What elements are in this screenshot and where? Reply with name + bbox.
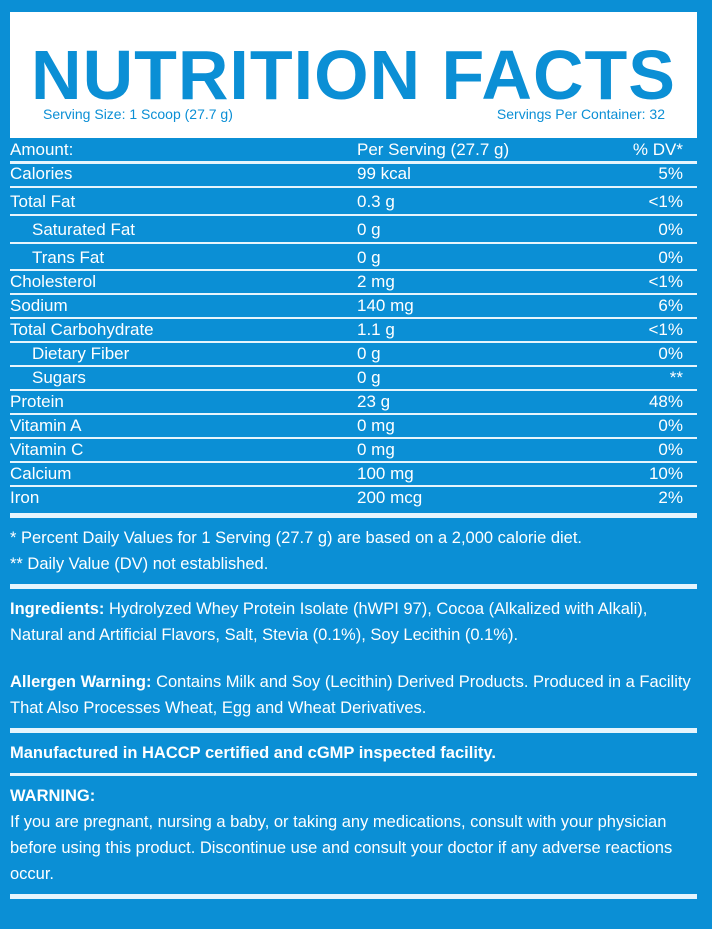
table-row: Calories 99 kcal 5% <box>10 162 697 186</box>
row-divider <box>10 317 697 319</box>
nutrient-name: Vitamin A <box>10 416 82 435</box>
table-row: Total Fat 0.3 g <1% <box>10 190 697 214</box>
nutrient-amount: 1.1 g <box>357 320 395 339</box>
nutrient-amount: 0 g <box>357 248 381 267</box>
nutrient-dv: 5% <box>658 164 683 183</box>
nutrient-amount: 100 mg <box>357 464 414 483</box>
table-row: Trans Fat 0 g 0% <box>10 246 697 270</box>
nutrient-amount: 99 kcal <box>357 164 411 183</box>
allergen-warning: Allergen Warning: Contains Milk and Soy … <box>10 655 697 728</box>
nutrient-dv: 0% <box>658 344 683 363</box>
row-divider <box>10 485 697 487</box>
nutrient-dv: 0% <box>658 440 683 459</box>
nutrient-amount: 140 mg <box>357 296 414 315</box>
ingredients-text: Hydrolyzed Whey Protein Isolate (hWPI 97… <box>10 600 648 644</box>
nutrient-amount: 2 mg <box>357 272 395 291</box>
row-divider <box>10 341 697 343</box>
table-row: Sodium 140 mg 6% <box>10 294 697 318</box>
allergen-label: Allergen Warning: <box>10 673 152 691</box>
divider <box>10 894 697 899</box>
ingredients: Ingredients: Hydrolyzed Whey Protein Iso… <box>10 589 697 655</box>
column-header-dv: % DV* <box>632 140 683 159</box>
nutrient-name: Protein <box>10 392 64 411</box>
table-row: Iron 200 mcg 2% <box>10 486 697 510</box>
column-header-per-serving: Per Serving (27.7 g) <box>357 140 510 159</box>
nutrient-name: Vitamin C <box>10 440 84 459</box>
row-divider <box>10 269 697 271</box>
table-row: Calcium 100 mg 10% <box>10 462 697 486</box>
nutrient-name: Saturated Fat <box>32 220 136 239</box>
nutrient-name: Sugars <box>32 368 86 387</box>
nutrient-amount: 0 g <box>357 344 381 363</box>
nutrient-amount: 0 g <box>357 220 381 239</box>
nutrient-dv: 10% <box>648 464 683 483</box>
nutrient-amount: 0 mg <box>357 440 395 459</box>
table-row: Sugars 0 g ** <box>10 366 697 390</box>
table-row: Total Carbohydrate 1.1 g <1% <box>10 318 697 342</box>
nutrient-dv: <1% <box>648 192 684 211</box>
divider <box>10 513 697 518</box>
warning-text: If you are pregnant, nursing a baby, or … <box>10 813 673 883</box>
nutrient-dv: 0% <box>658 248 683 267</box>
table-header-row: Amount: Per Serving (27.7 g) % DV* <box>10 138 697 162</box>
nutrient-name: Dietary Fiber <box>32 344 130 363</box>
column-header-amount: Amount: <box>10 140 74 159</box>
nutrient-amount: 200 mcg <box>357 488 423 507</box>
nutrient-dv: 6% <box>658 296 683 315</box>
nutrient-amount: 0 mg <box>357 416 395 435</box>
nutrient-dv: <1% <box>648 320 684 339</box>
row-divider <box>10 365 697 367</box>
nutrient-dv: <1% <box>648 272 684 291</box>
divider <box>10 728 697 733</box>
row-divider <box>10 242 697 244</box>
nutrient-dv: ** <box>669 368 683 387</box>
header-box: NUTRITION FACTS Serving Size: 1 Scoop (2… <box>10 12 697 138</box>
allergen-text: Contains Milk and Soy (Lecithin) Derived… <box>10 673 691 717</box>
nutrient-name: Sodium <box>10 296 68 315</box>
serving-size: Serving Size: 1 Scoop (27.7 g) <box>43 106 233 122</box>
dv-note: * Percent Daily Values for 1 Serving (27… <box>10 529 583 547</box>
warning-section: WARNING: If you are pregnant, nursing a … <box>10 776 697 894</box>
nutrient-dv: 48% <box>648 392 683 411</box>
divider <box>10 584 697 589</box>
table-row: Cholesterol 2 mg <1% <box>10 270 697 294</box>
nutrient-name: Calories <box>10 164 73 183</box>
row-divider <box>10 461 697 463</box>
nutrient-dv: 0% <box>658 416 683 435</box>
dv-notes: * Percent Daily Values for 1 Serving (27… <box>10 518 697 584</box>
nutrient-name: Total Carbohydrate <box>10 320 154 339</box>
nutrient-dv: 2% <box>658 488 683 507</box>
page-title: NUTRITION FACTS <box>31 36 676 114</box>
divider <box>10 773 697 776</box>
row-divider <box>10 214 697 216</box>
manufactured-note: Manufactured in HACCP certified and cGMP… <box>10 744 496 762</box>
ingredients-label: Ingredients: <box>10 600 105 618</box>
nutrient-name: Calcium <box>10 464 72 483</box>
servings-per-container: Servings Per Container: 32 <box>496 106 665 122</box>
nutrient-amount: 23 g <box>357 392 391 411</box>
warning-label: WARNING: <box>10 787 96 805</box>
table-row: Vitamin C 0 mg 0% <box>10 438 697 462</box>
nutrition-label: { "header":{"title":"NUTRITION FACTS","s… <box>10 12 697 899</box>
row-divider <box>10 293 697 295</box>
notes-section: * Percent Daily Values for 1 Serving (27… <box>10 513 697 929</box>
nutrient-name: Total Fat <box>10 192 76 211</box>
dv-not-established-note: ** Daily Value (DV) not established. <box>10 555 269 573</box>
table-row: Vitamin A 0 mg 0% <box>10 414 697 438</box>
row-divider <box>10 437 697 439</box>
nutrient-name: Iron <box>10 488 40 507</box>
nutrient-name: Cholesterol <box>10 272 96 291</box>
row-divider <box>10 161 697 164</box>
nutrient-amount: 0 g <box>357 368 381 387</box>
nutrient-amount: 0.3 g <box>357 192 395 211</box>
row-divider <box>10 186 697 188</box>
row-divider <box>10 413 697 415</box>
nutrient-name: Trans Fat <box>32 248 105 267</box>
table-row: Protein 23 g 48% <box>10 390 697 414</box>
table-row: Dietary Fiber 0 g 0% <box>10 342 697 366</box>
nutrient-dv: 0% <box>658 220 683 239</box>
table-row: Saturated Fat 0 g 0% <box>10 218 697 242</box>
row-divider <box>10 389 697 391</box>
